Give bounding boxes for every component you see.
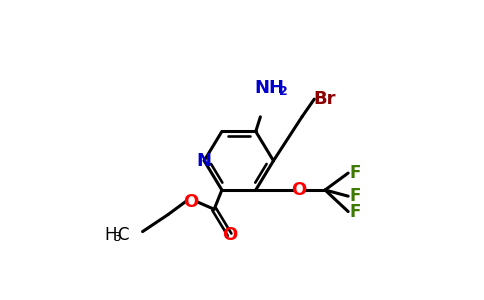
Text: 2: 2 [279, 85, 288, 98]
Text: H: H [104, 226, 117, 244]
Text: F: F [349, 164, 361, 182]
Text: N: N [197, 152, 212, 170]
Text: O: O [183, 193, 199, 211]
Text: F: F [349, 202, 361, 220]
Text: O: O [222, 226, 237, 244]
Text: C: C [118, 226, 129, 244]
Text: Br: Br [314, 90, 336, 108]
Text: F: F [349, 187, 361, 205]
Text: 3: 3 [113, 231, 121, 244]
Text: NH: NH [255, 80, 285, 98]
Text: O: O [291, 181, 306, 199]
